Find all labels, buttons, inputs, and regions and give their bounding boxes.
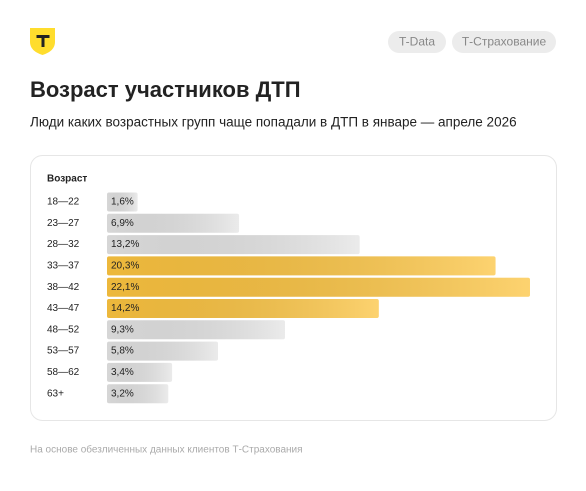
bar-shine [107,320,286,340]
y-tick-label: 38—42 [47,282,80,293]
y-tick-label: 63+ [47,388,64,399]
tag-label[interactable]: T-Data [399,35,435,49]
y-tick-label: 58—62 [47,367,80,378]
value-label: 1,6% [111,197,134,208]
value-label: 6,9% [111,218,134,229]
y-tick-label: 28—32 [47,239,80,250]
tag[interactable] [388,31,446,53]
bar-shine [107,256,496,276]
y-tick-label: 53—57 [47,346,80,357]
value-label: 3,4% [111,367,134,378]
chart-title: Возраст участников ДТП [30,77,301,102]
bar-shine [107,341,219,361]
value-label: 3,2% [111,388,134,399]
y-tick-label: 23—27 [47,218,80,229]
value-label: 5,8% [111,346,134,357]
y-tick-label: 18—22 [47,197,80,208]
tag[interactable] [452,31,556,53]
y-tick-label: 33—37 [47,261,80,272]
bar-shine [107,299,379,318]
bar-shine [107,235,360,255]
value-label: 20,3% [111,261,139,272]
axis-label: Возраст [47,174,87,185]
y-tick-label: 48—52 [47,324,80,335]
value-label: 13,2% [111,239,139,250]
bar-shine [107,362,173,382]
tag-label[interactable]: Т-Страхование [462,35,547,49]
bar-shine [107,277,530,297]
chart-subtitle: Люди каких возрастных групп чаще попадал… [30,115,517,130]
source: На основе обезличенных данных клиентов Т… [30,444,303,456]
value-label: 14,2% [111,303,139,314]
bar-shine [107,213,240,233]
y-tick-label: 43—47 [47,303,80,314]
value-label: 22,1% [111,282,139,293]
bar-shine [107,384,169,404]
bar-shine [107,192,138,212]
bars: 18—22 1,6% 23—27 6,9% 28—32 13,2% 33—37 20,3% 38… [47,192,530,404]
logo-mark [36,35,50,47]
value-label: 9,3% [111,324,134,335]
